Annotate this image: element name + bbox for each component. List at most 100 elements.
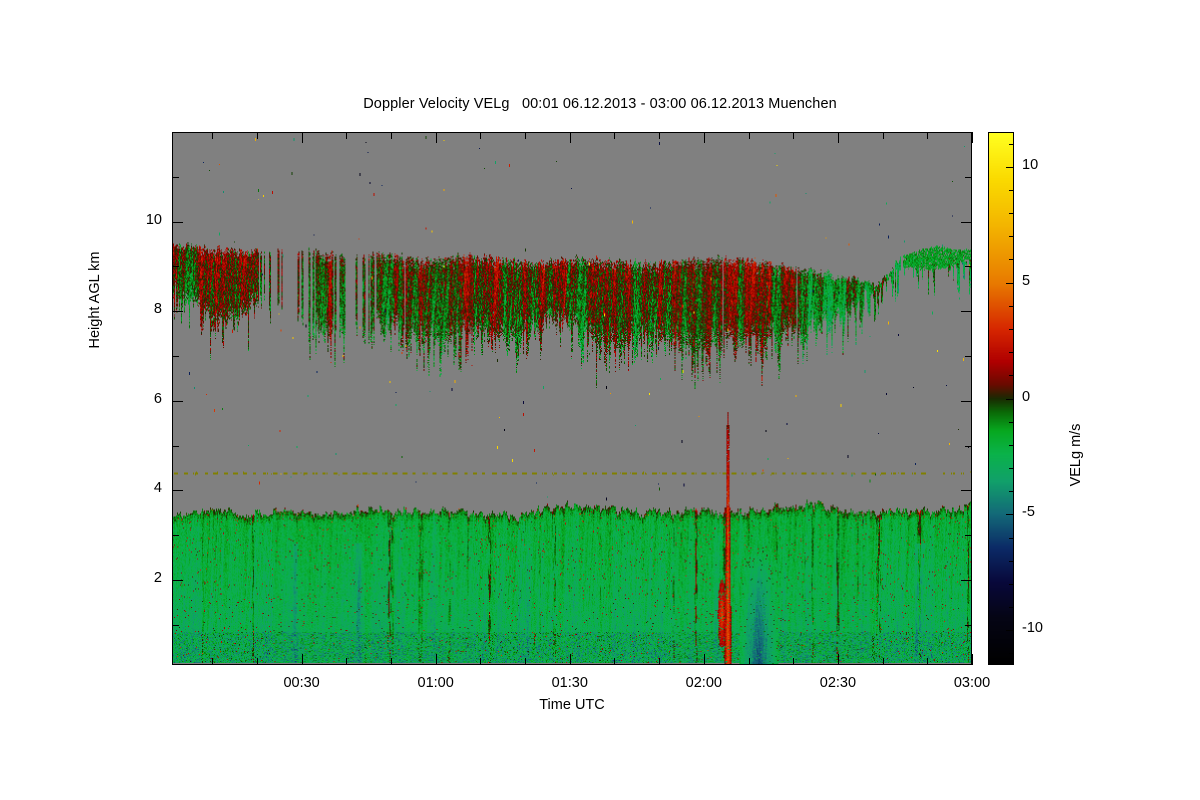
colorbar-tick [1006,514,1014,515]
colorbar-tick [1009,584,1014,585]
colorbar-tick [1009,538,1014,539]
x-tick-top [480,132,481,139]
y-tick-left [172,625,179,626]
colorbar-tick [1009,306,1014,307]
colorbar-tick [1009,144,1014,145]
x-tick-top [749,132,750,139]
x-tick-top [793,132,794,139]
colorbar-tick [1009,468,1014,469]
x-tick-top [212,132,213,139]
x-tick-bottom [659,658,660,665]
x-tick-label: 03:00 [953,675,991,691]
colorbar-tick [1006,399,1014,400]
y-tick-right [965,625,972,626]
colorbar-tick [1009,607,1014,608]
colorbar-tick [1009,259,1014,260]
colorbar-tick-label: 0 [1022,388,1031,405]
colorbar[interactable] [988,132,1014,665]
x-tick-top [570,132,571,143]
x-tick-bottom [391,658,392,665]
y-tick-right [965,266,972,267]
x-tick-top [704,132,705,143]
x-tick-label: 01:30 [551,675,588,691]
y-tick-right [965,177,972,178]
colorbar-tick [1009,561,1014,562]
x-tick-bottom [838,654,839,665]
x-tick-top [614,132,615,139]
x-tick-bottom [480,658,481,665]
x-tick-top [883,132,884,139]
colorbar-tick-label: -5 [1022,504,1035,521]
x-tick-top [927,132,928,139]
colorbar-title: VELg m/s [1068,423,1084,487]
y-tick-left [172,535,179,536]
y-tick-right [961,490,972,491]
colorbar-tick [1009,491,1014,492]
colorbar-tick [1006,283,1014,284]
x-tick-bottom [883,658,884,665]
x-tick-top [525,132,526,139]
x-tick-top [346,132,347,139]
y-tick-right [961,401,972,402]
heatmap-plot-area[interactable] [172,132,972,665]
y-tick-left [172,311,183,312]
x-tick-bottom [704,654,705,665]
y-tick-left [172,266,179,267]
x-tick-top [302,132,303,143]
colorbar-tick-label: -10 [1022,620,1043,637]
x-tick-top [838,132,839,143]
x-tick-label: 02:30 [819,675,857,691]
x-tick-label: 00:30 [283,675,320,691]
y-tick-left [172,401,183,402]
y-tick-right [965,535,972,536]
x-tick-bottom [212,658,213,665]
colorbar-tick [1006,630,1014,631]
y-tick-left [172,132,179,133]
y-tick-left [172,356,179,357]
x-axis-title: Time UTC [539,697,605,713]
y-tick-right [961,580,972,581]
colorbar-tick [1009,236,1014,237]
y-tick-right [965,446,972,447]
y-tick-left [172,490,183,491]
colorbar-tick [1009,422,1014,423]
y-tick-right [961,222,972,223]
colorbar-tick [1009,213,1014,214]
heatmap-canvas-host [173,133,971,664]
y-tick-label: 6 [153,390,162,407]
x-tick-bottom [614,658,615,665]
x-tick-bottom [346,658,347,665]
x-tick-top [257,132,258,139]
y-axis-title: Height AGL km [87,251,103,349]
colorbar-tick [1009,375,1014,376]
colorbar-tick [1009,352,1014,353]
y-tick-right [961,311,972,312]
colorbar-tick [1009,445,1014,446]
colorbar-gradient [989,133,1013,664]
x-tick-bottom [793,658,794,665]
colorbar-tick [1009,190,1014,191]
page-title: Doppler Velocity VELg 00:01 06.12.2013 -… [363,96,837,112]
colorbar-tick-label: 5 [1022,272,1031,289]
x-tick-bottom [749,658,750,665]
x-tick-top [436,132,437,143]
x-tick-bottom [525,658,526,665]
x-tick-label: 02:00 [685,675,722,691]
x-tick-top [659,132,660,139]
y-tick-right [965,132,972,133]
y-tick-label: 2 [153,569,162,586]
x-tick-top [391,132,392,139]
x-tick-top [972,132,973,143]
x-tick-bottom [257,658,258,665]
y-tick-right [965,356,972,357]
y-tick-left [172,446,179,447]
colorbar-tick-label: 10 [1022,156,1039,173]
x-tick-bottom [570,654,571,665]
y-tick-left [172,580,183,581]
y-tick-left [172,177,179,178]
y-tick-label: 8 [153,301,162,318]
x-tick-bottom [436,654,437,665]
y-tick-left [172,222,183,223]
x-tick-bottom [302,654,303,665]
